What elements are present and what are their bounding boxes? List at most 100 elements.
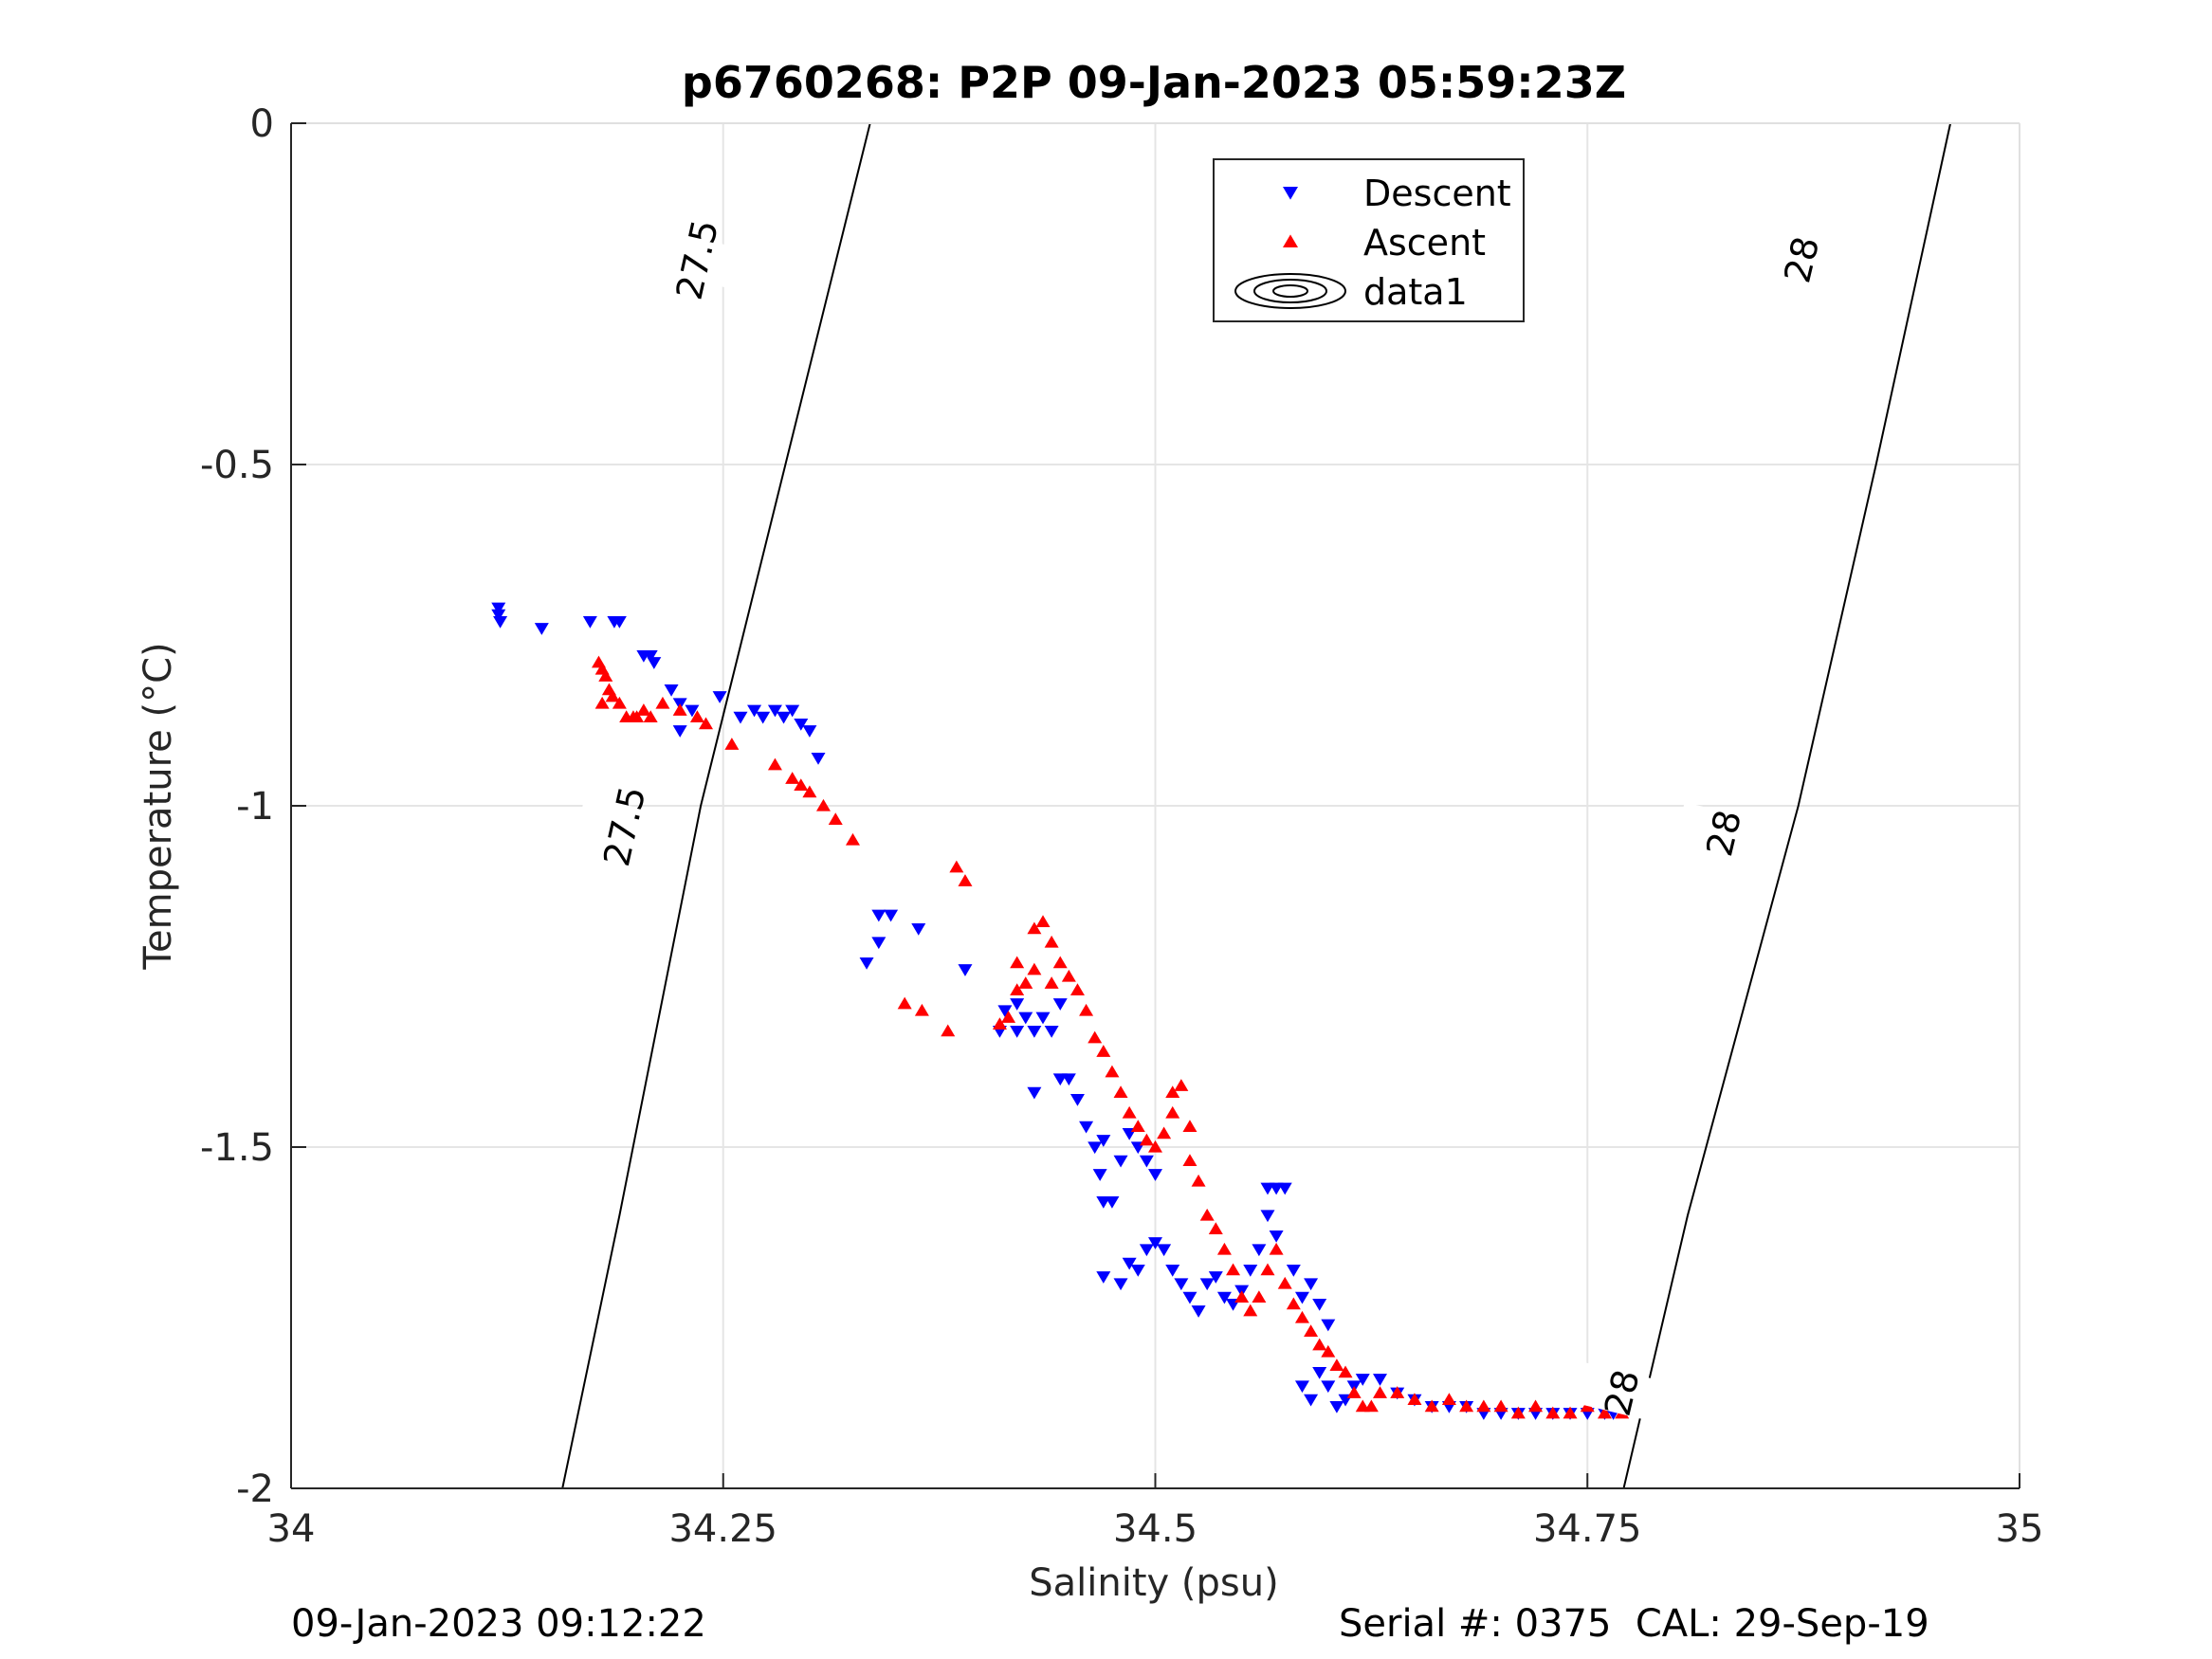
descent-point xyxy=(958,964,973,976)
ascent-point xyxy=(655,696,670,709)
descent-point xyxy=(1069,1093,1085,1106)
descent-point xyxy=(1174,1278,1189,1291)
descent-point xyxy=(1148,1237,1162,1249)
ascent-point xyxy=(1001,1011,1016,1023)
ascent-point xyxy=(594,696,610,709)
descent-point xyxy=(712,691,727,703)
descent-point xyxy=(1216,1291,1232,1304)
ascent-point xyxy=(1010,983,1025,996)
descent-point xyxy=(1304,1278,1319,1291)
descent-point xyxy=(672,725,687,738)
ascent-point xyxy=(1277,1276,1292,1289)
ascent-point xyxy=(1130,1120,1145,1133)
descent-point xyxy=(1260,1210,1275,1223)
ascent-point xyxy=(1459,1399,1474,1413)
descent-point xyxy=(1165,1264,1180,1277)
y-tick-label: -2 xyxy=(236,1468,274,1511)
descent-point xyxy=(1269,1230,1284,1243)
ascent-point xyxy=(1545,1406,1561,1419)
ascent-point xyxy=(1510,1406,1526,1419)
descent-point xyxy=(643,649,658,663)
descent-point xyxy=(1113,1155,1128,1168)
ascent-point xyxy=(1148,1139,1162,1153)
ascent-point xyxy=(1424,1399,1439,1413)
ascent-point xyxy=(1346,1386,1362,1398)
footer-serial-cal: Serial #: 0375 CAL: 29-Sep-19 xyxy=(1339,1602,1929,1646)
descent-point xyxy=(647,657,662,669)
ascent-point xyxy=(1182,1120,1197,1133)
ascent-point xyxy=(815,798,831,811)
ascent-point xyxy=(897,996,912,1010)
ascent-point xyxy=(992,1017,1007,1030)
ascent-series xyxy=(591,655,1630,1419)
descent-point xyxy=(1061,1073,1076,1086)
ascent-point xyxy=(605,689,620,702)
descent-point xyxy=(1148,1169,1162,1181)
y-tick-label: -1.5 xyxy=(200,1126,274,1170)
ascent-point xyxy=(699,717,714,730)
descent-point xyxy=(491,602,506,615)
descent-point xyxy=(582,615,597,629)
x-axis-label: Salinity (psu) xyxy=(1029,1561,1278,1605)
legend: Descent Ascent data1 xyxy=(1213,158,1525,322)
ascent-point xyxy=(1061,969,1076,982)
descent-point xyxy=(1191,1305,1206,1318)
x-tick-label: 34.75 xyxy=(1533,1507,1642,1551)
legend-ellipse xyxy=(1234,273,1346,309)
ascent-point xyxy=(630,710,645,723)
descent-point xyxy=(1294,1291,1309,1304)
ascent-point xyxy=(1157,1126,1172,1139)
contour-label-bg xyxy=(1572,1361,1672,1424)
legend-label: Descent xyxy=(1363,173,1511,214)
descent-point xyxy=(911,922,926,936)
legend-box xyxy=(1213,158,1525,322)
descent-point xyxy=(1130,1264,1145,1277)
axis-ticks: 34 34.25 34.5 34.75 35 0 -0.5 -1 -1.5 -2 xyxy=(200,102,2044,1551)
ascent-point xyxy=(1079,1003,1094,1016)
ascent-point xyxy=(1476,1399,1491,1413)
descent-point xyxy=(1105,1195,1120,1209)
descent-point xyxy=(1139,1155,1154,1168)
descent-point xyxy=(777,711,792,724)
ascent-point xyxy=(914,1003,929,1016)
density-contours xyxy=(561,122,1952,1489)
ascent-point xyxy=(958,874,973,886)
ascent-point xyxy=(1122,1105,1137,1119)
legend-ellipse xyxy=(1253,279,1327,303)
ascent-point xyxy=(689,710,704,723)
contour-line-28 xyxy=(1622,122,1952,1489)
descent-point xyxy=(794,718,809,731)
ascent-point xyxy=(1096,1045,1111,1057)
descent-point xyxy=(1018,1012,1033,1025)
ascent-point xyxy=(785,772,800,784)
x-tick-label: 34.25 xyxy=(668,1507,777,1551)
ascent-point xyxy=(1044,976,1059,989)
ascent-point xyxy=(1165,1085,1180,1099)
ascent-point xyxy=(643,710,658,723)
descent-point xyxy=(811,752,826,765)
ascent-point xyxy=(1321,1344,1336,1358)
descent-point xyxy=(1139,1244,1154,1257)
descent-point xyxy=(1277,1182,1292,1195)
descent-point xyxy=(1096,1135,1111,1147)
descent-point xyxy=(785,704,800,718)
ascent-point xyxy=(724,738,740,750)
descent-point xyxy=(1027,1086,1042,1100)
descent-point xyxy=(534,623,549,635)
ascent-point xyxy=(1191,1174,1206,1187)
ascent-point xyxy=(1105,1065,1120,1078)
ascent-point xyxy=(949,860,964,873)
ascent-point xyxy=(828,812,843,826)
descent-point xyxy=(1027,1025,1042,1038)
descent-point xyxy=(1182,1291,1197,1304)
ascent-point xyxy=(1208,1222,1223,1235)
ascent-point xyxy=(1018,976,1033,989)
chart-title: p6760268: P2P 09-Jan-2023 05:59:23Z xyxy=(682,57,1626,108)
descent-point xyxy=(1157,1244,1172,1257)
ascent-point xyxy=(1493,1399,1508,1413)
ascent-point xyxy=(1441,1393,1456,1406)
ascent-point xyxy=(1597,1406,1612,1419)
descent-point xyxy=(1294,1380,1309,1394)
